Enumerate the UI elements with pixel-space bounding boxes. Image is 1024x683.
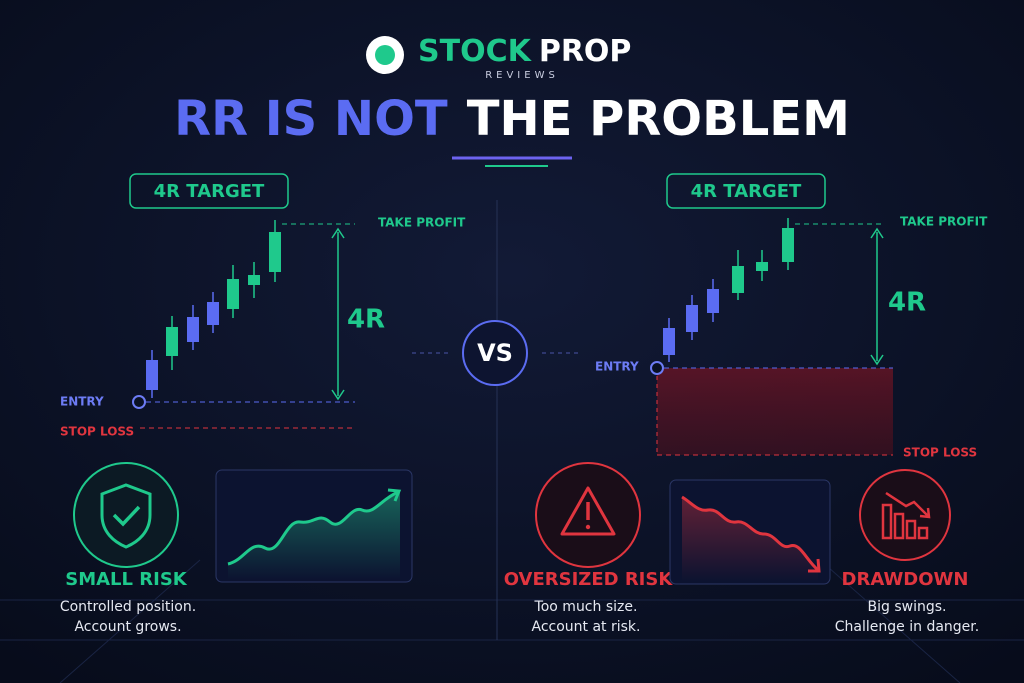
- floor-grid: [0, 559, 1024, 683]
- target-badge-text: 4R TARGET: [154, 181, 265, 202]
- candle-body: [782, 228, 794, 262]
- entry-label: ENTRY: [595, 360, 639, 374]
- outcome-title: DRAWDOWN: [842, 569, 969, 590]
- outcome-line: Account at risk.: [532, 619, 641, 635]
- headline: RR IS NOT THE PROBLEM: [174, 91, 850, 147]
- arrow-heads: [331, 227, 345, 401]
- candle-body: [663, 328, 675, 355]
- candle-body: [207, 302, 219, 325]
- arrow-heads: [870, 227, 884, 366]
- target-badge-text: 4R TARGET: [691, 181, 802, 202]
- outcome-line: Controlled position.: [60, 599, 196, 615]
- candle-body: [756, 262, 768, 271]
- entry-marker: [650, 361, 664, 375]
- drawdown-line: [681, 495, 820, 572]
- logo-dot: [375, 45, 395, 65]
- warning-dot: [585, 524, 591, 530]
- take-profit-label: TAKE PROFIT: [378, 216, 466, 230]
- take-profit-label: TAKE PROFIT: [900, 215, 988, 229]
- candle-body: [707, 289, 719, 313]
- target-badge: [129, 173, 289, 209]
- stop-loss-label: STOP LOSS: [903, 446, 977, 460]
- logo-tagline: REVIEWS: [485, 70, 559, 81]
- warning-icon: [560, 486, 616, 536]
- risk-zone: [657, 368, 893, 455]
- stop-loss-label: STOP LOSS: [60, 425, 134, 439]
- logo-secondary: PROP: [539, 34, 632, 69]
- outcome-title: SMALL RISK: [65, 569, 188, 590]
- candle-body: [732, 266, 744, 293]
- candle-body: [187, 317, 199, 342]
- outcome-line: Challenge in danger.: [835, 619, 979, 635]
- headline-rest: THE PROBLEM: [467, 91, 850, 147]
- candle-body: [269, 232, 281, 272]
- candle-body: [166, 327, 178, 356]
- logo-text: STOCK PROP: [418, 34, 631, 69]
- entry-marker: [132, 395, 146, 409]
- vs-label: VS: [477, 339, 513, 367]
- icon-ring: [73, 462, 179, 568]
- growth-line: [227, 490, 399, 566]
- drawdown-arrow: [808, 558, 821, 573]
- logo-primary: STOCK: [418, 34, 533, 69]
- candle-body: [248, 275, 260, 285]
- outcome-title: OVERSIZED RISK: [504, 569, 674, 590]
- outcome-line: Big swings.: [868, 599, 947, 615]
- candles: [663, 218, 794, 362]
- entry-label: ENTRY: [60, 395, 104, 409]
- outcome-line: Too much size.: [534, 599, 638, 615]
- headline-highlight: RR IS NOT: [174, 91, 449, 147]
- reward-label: 4R: [888, 288, 926, 318]
- candle-body: [686, 305, 698, 332]
- check-icon: [112, 505, 141, 527]
- icon-ring: [859, 469, 951, 561]
- candle-body: [146, 360, 158, 390]
- bars-icon: [881, 491, 931, 540]
- shield-icon: [100, 483, 152, 549]
- vs-badge: [462, 320, 528, 386]
- outcome-line: Account grows.: [74, 619, 181, 635]
- reward-label: 4R: [347, 305, 385, 335]
- growth-arrow: [387, 488, 402, 502]
- growth-area: [228, 490, 400, 580]
- target-badge: [666, 173, 826, 209]
- drawdown-area: [682, 497, 818, 582]
- candle-body: [227, 279, 239, 309]
- candles: [146, 220, 281, 398]
